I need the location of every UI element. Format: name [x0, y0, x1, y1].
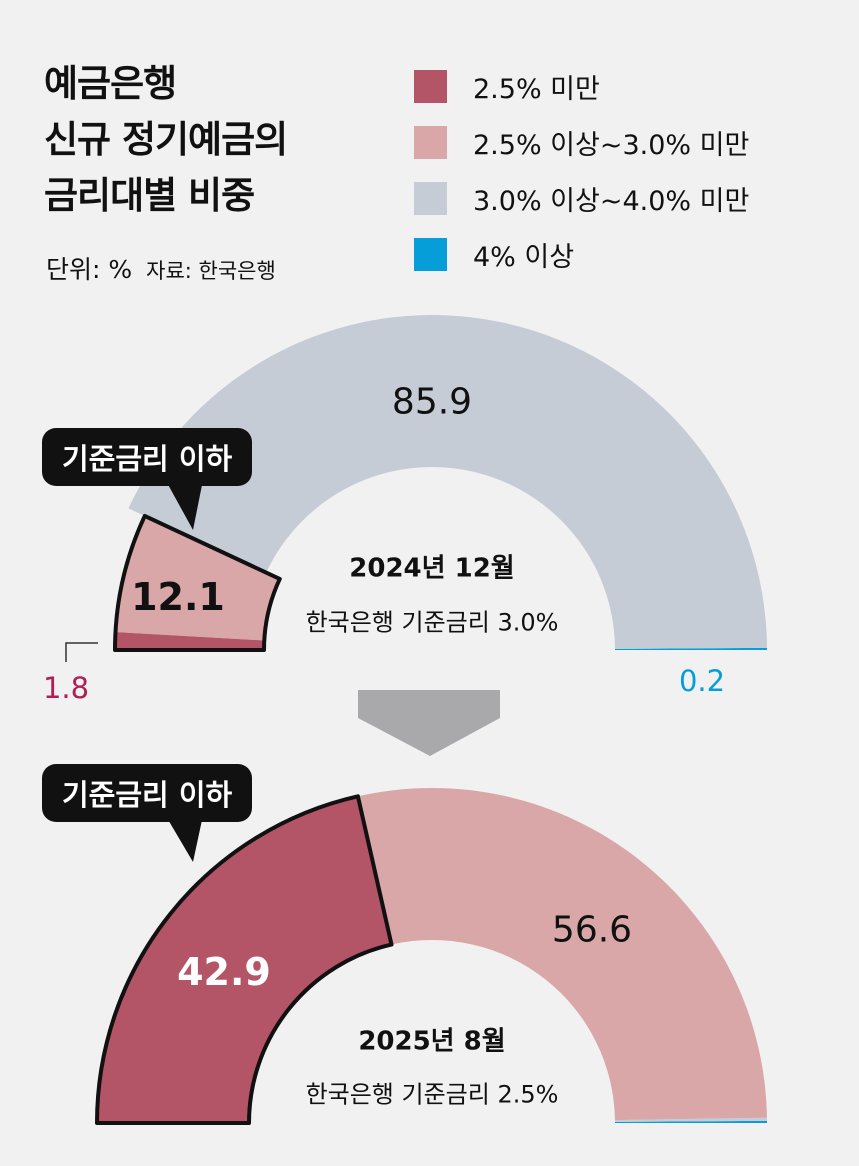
legend-item: 3.0% 이상~4.0% 미만 [414, 170, 749, 226]
segment-2025-08-0 [97, 796, 392, 1123]
chart-period: 2024년 12월 [349, 553, 515, 584]
title-line: 신규 정기예금의 [44, 118, 288, 161]
segment-2024-12-3 [614, 647, 767, 650]
segment-2025-08-1 [357, 787, 767, 1121]
segment-2025-08-3 [614, 1120, 767, 1123]
legend-label: 4% 이상 [473, 241, 575, 273]
legend-swatch [414, 181, 447, 215]
chart-subtitle: 한국은행 기준금리 2.5% [305, 1080, 559, 1109]
data-label: 12.1 [131, 575, 225, 619]
chart-title: 예금은행 신규 정기예금의 금리대별 비중 [44, 56, 288, 224]
data-label: 85.9 [391, 381, 473, 423]
highlight-outline [95, 794, 394, 1125]
segment-2024-12-0 [115, 632, 265, 650]
legend-label: 3.0% 이상~4.0% 미만 [473, 185, 750, 217]
source-label: 자료: 한국은행 [146, 259, 276, 283]
legend-item: 2.5% 이상~3.0% 미만 [414, 114, 749, 170]
highlight-outline [113, 513, 282, 652]
unit-source: 단위: % 자료: 한국은행 [46, 250, 276, 286]
segment-2025-08-2 [614, 1117, 767, 1122]
legend-label: 2.5% 미만 [473, 73, 600, 105]
legend-item: 2.5% 미만 [414, 58, 749, 114]
legend-swatch [414, 69, 447, 103]
title-line: 금리대별 비중 [44, 174, 255, 217]
legend-swatch [414, 237, 447, 271]
legend: 2.5% 미만 2.5% 이상~3.0% 미만 3.0% 이상~4.0% 미만 … [414, 58, 749, 282]
chart-period: 2025년 8월 [358, 1026, 506, 1057]
legend-label: 2.5% 이상~3.0% 미만 [473, 129, 750, 161]
chart-subtitle: 한국은행 기준금리 3.0% [305, 608, 559, 637]
data-label: 1.8 [42, 671, 90, 705]
callout-below-base-rate: 기준금리 이하 [42, 764, 253, 822]
callout-below-base-rate: 기준금리 이하 [42, 428, 253, 486]
data-label: 42.9 [177, 950, 271, 994]
data-label: 56.6 [551, 909, 633, 951]
data-label: 0.2 [678, 664, 726, 698]
legend-swatch [414, 125, 447, 159]
title-line: 예금은행 [44, 62, 177, 105]
segment-2024-12-2 [128, 314, 767, 649]
unit-label: 단위: % [46, 255, 133, 284]
legend-item: 4% 이상 [414, 226, 749, 282]
leader-line [65, 642, 98, 662]
down-arrow-icon [358, 690, 500, 756]
segment-2024-12-1 [115, 515, 280, 641]
